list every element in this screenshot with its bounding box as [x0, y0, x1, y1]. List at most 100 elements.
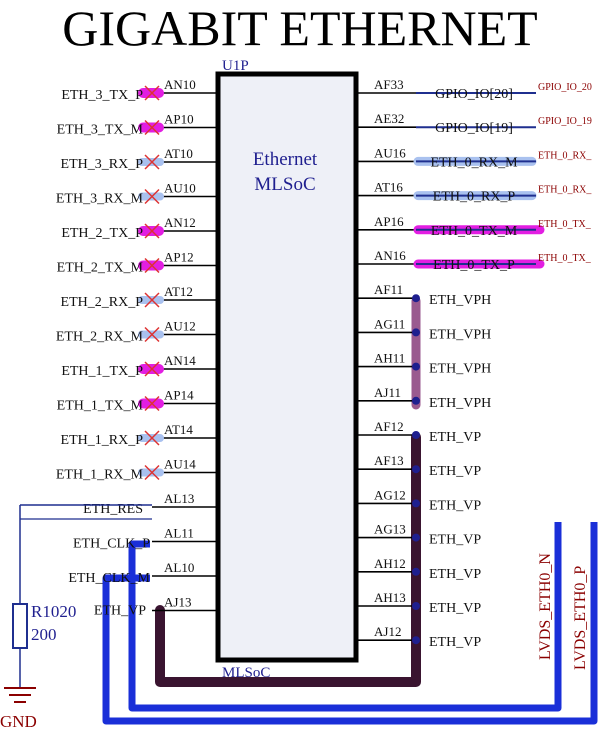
lvds-eth0-n-label: LVDS_ETH0_N [537, 553, 554, 660]
right-pin-ah13-number: AH13 [374, 590, 406, 605]
left-pin-at12-nc-mark-b [144, 292, 160, 308]
lvds-eth0-p-bus [102, 522, 598, 725]
left-pin-at14-net-label: ETH_1_RX_P [61, 433, 144, 448]
ground-symbol: GND [0, 687, 37, 731]
right-pin-ag11-number: AG11 [374, 316, 405, 331]
right-pin-af13-number: AF13 [374, 453, 404, 468]
left-pin-at10-nc-mark-b [144, 154, 160, 170]
right-pin-ag13-number: AG13 [374, 522, 406, 537]
right-pin-af33-net-label: GPIO_IO[20] [435, 87, 513, 102]
right-pin-af13-junction [412, 465, 420, 474]
right-pin-aj11-number: AJ11 [374, 385, 401, 400]
right-pin-ah11-number: AH11 [374, 351, 405, 366]
right-pin-ae32-net-label: GPIO_IO[19] [435, 121, 513, 136]
lvds-eth0-p-label: LVDS_ETH0_P [572, 566, 589, 670]
right-pin-ae32-ext-label: GPIO_IO_19 [538, 116, 592, 127]
left-pin-ap10-net-label: ETH_3_TX_M [57, 123, 144, 138]
right-pin-aj12-number: AJ12 [374, 624, 401, 639]
lvds-eth0-n-bus [128, 522, 562, 712]
right-pin-aj12-junction [412, 636, 420, 645]
left-pin-an14-number: AN14 [164, 353, 196, 368]
right-pin-at16-net-label: ETH_0_RX_P [433, 190, 516, 205]
component-name-line2: MLSoC [254, 174, 315, 195]
left-pins: AN10 ETH_3_TX_P AP10 ETH_3_TX_M AT10 ETH_3_RX… [20, 77, 216, 619]
right-pin-ah12-net-label: ETH_VP [429, 567, 481, 582]
left-pin-an14-net-label: ETH_1_TX_P [61, 364, 143, 379]
right-pin-ag13-junction [412, 533, 420, 542]
resistor-value: 200 [31, 625, 57, 644]
left-pin-au12-number: AU12 [164, 319, 196, 334]
left-pin-al13-number: AL13 [164, 491, 194, 506]
left-pin-ap14-net-label: ETH_1_TX_M [57, 399, 144, 414]
right-pin-au16-net-label: ETH_0_RX_M [430, 155, 518, 170]
right-pin-af12-net-label: ETH_VP [429, 430, 481, 445]
right-pin-ah12-junction [412, 567, 420, 576]
left-pin-au14-nc-mark-b [144, 464, 160, 481]
right-pin-an16-number: AN16 [374, 248, 406, 263]
left-pin-au12-nc-mark-b [144, 326, 160, 343]
left-pin-an14-nc-mark-b [144, 361, 160, 377]
left-pin-at10-number: AT10 [164, 146, 193, 161]
left-pin-al11-number: AL11 [164, 526, 194, 541]
right-pin-an16-ext-label: ETH_0_TX_ [538, 253, 592, 264]
left-pin-al10-number: AL10 [164, 560, 194, 575]
right-pin-ap16-ext-label: ETH_0_TX_ [538, 219, 592, 230]
left-pin-au14-number: AU14 [164, 457, 196, 472]
right-pin-an16-net-label: ETH_0_TX_P [433, 258, 515, 273]
left-pin-aj13-net-label: ETH_VP [94, 604, 146, 619]
left-pin-aj13-number: AJ13 [164, 595, 191, 610]
right-pin-aj11-junction [412, 396, 420, 405]
right-pin-ag12-junction [412, 499, 420, 508]
right-pin-ah13-junction [412, 602, 420, 610]
left-pin-al10-net-label: ETH_CLK_M [68, 571, 150, 586]
right-pin-af12-junction [412, 431, 420, 439]
right-pin-af11-junction [412, 294, 420, 303]
left-pin-au12-net-label: ETH_2_RX_M [56, 330, 144, 345]
left-pin-at14-number: AT14 [164, 422, 193, 437]
right-pin-ag11-net-label: ETH_VPH [429, 327, 491, 342]
left-pin-au10-number: AU10 [164, 181, 196, 196]
left-pin-an10-net-label: ETH_3_TX_P [61, 88, 143, 103]
eth-vp-bus [155, 432, 421, 687]
left-pin-at12-number: AT12 [164, 284, 193, 299]
right-pin-ag12-number: AG12 [374, 487, 406, 502]
left-pin-ap12-number: AP12 [164, 250, 194, 265]
mlsoc-body [215, 71, 359, 663]
right-pin-af11-net-label: ETH_VPH [429, 293, 491, 308]
left-pin-an10-nc-mark-b [144, 85, 160, 101]
component-name-line1: Ethernet [253, 149, 318, 170]
right-pin-af12-number: AF12 [374, 419, 404, 434]
left-pin-an12-nc-mark-b [144, 223, 160, 239]
left-pin-ap14-number: AP14 [164, 388, 194, 403]
left-pin-at12-net-label: ETH_2_RX_P [61, 295, 144, 310]
right-pin-au16-ext-label: ETH_0_RX_ [538, 150, 592, 161]
right-pin-ag13-net-label: ETH_VP [429, 533, 481, 548]
right-pin-af13-net-label: ETH_VP [429, 464, 481, 479]
resistor-r1020: R1020 200 [12, 504, 152, 688]
left-pin-al11-net-label: ETH_CLK_P [73, 537, 150, 552]
right-pin-ap16-number: AP16 [374, 214, 404, 229]
left-pin-ap12-nc-mark-b [144, 257, 160, 274]
right-pin-ae32-number: AE32 [374, 111, 404, 126]
left-pin-ap14-nc-mark-b [144, 395, 160, 412]
component-designator: U1P [222, 58, 249, 74]
right-pin-at16-number: AT16 [374, 180, 403, 195]
left-pin-ap10-number: AP10 [164, 112, 194, 127]
right-pin-at16-ext-label: ETH_0_RX_ [538, 185, 592, 196]
right-pin-ah11-junction [412, 362, 420, 371]
left-pin-ap10-nc-mark-b [144, 119, 160, 136]
right-pin-ag11-junction [412, 328, 420, 337]
right-pin-af11-number: AF11 [374, 282, 403, 297]
right-pin-ah13-net-label: ETH_VP [429, 601, 481, 616]
right-pin-ag12-net-label: ETH_VP [429, 498, 481, 513]
left-pin-at14-nc-mark-b [144, 430, 160, 446]
left-pin-au10-nc-mark-b [144, 188, 160, 205]
left-pin-at10-net-label: ETH_3_RX_P [61, 157, 144, 172]
resistor-designator: R1020 [31, 602, 76, 621]
right-pin-ah12-number: AH12 [374, 556, 406, 571]
right-pin-af33-number: AF33 [374, 77, 404, 92]
bus-layer [102, 296, 598, 725]
page-title: GIGABIT ETHERNET [62, 0, 537, 56]
right-pin-aj11-net-label: ETH_VPH [429, 396, 491, 411]
